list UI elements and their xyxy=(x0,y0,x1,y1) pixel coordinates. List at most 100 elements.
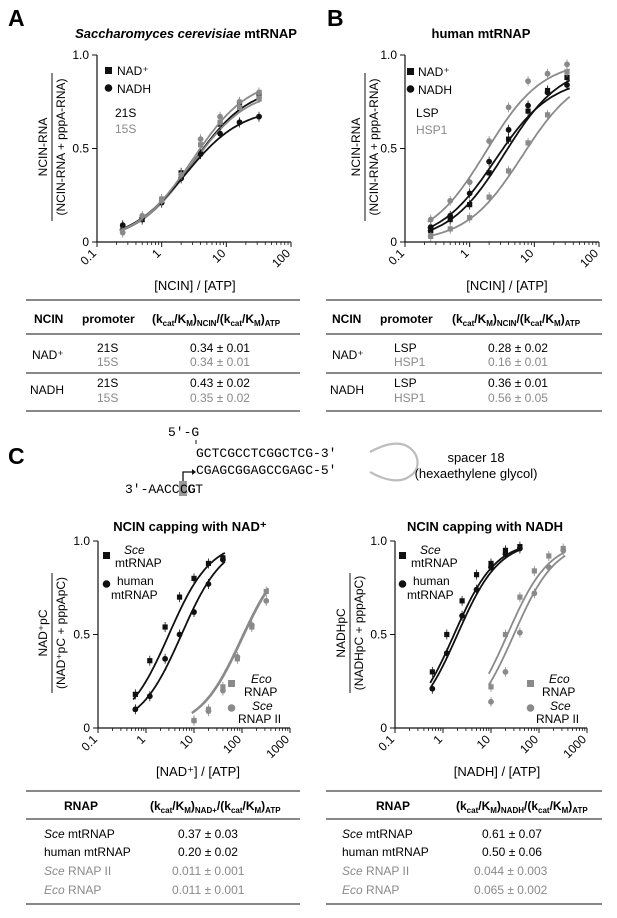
panel-a-ylabel: NCIN-RNA (NCIN-RNA + pppA-RNA) xyxy=(36,73,68,221)
x-tick-label: 1 xyxy=(149,246,164,261)
data-point-circle xyxy=(146,693,153,700)
panel-c-right-ylabel-den: (NADHpC + pppApC) xyxy=(352,576,366,690)
panel-c-right-title: NCIN capping with NADH xyxy=(407,519,563,534)
table-cell-rnap: Eco RNAP xyxy=(342,883,399,897)
panel-letter-c: C xyxy=(8,443,25,469)
data-point-circle xyxy=(466,190,473,197)
seq-top-strand: GCTCGCCTCGGCTCG-3' xyxy=(196,446,336,461)
data-point-circle xyxy=(447,212,454,219)
x-tick-label: 100 xyxy=(269,246,293,270)
legend-rnap-ii: RNAP II xyxy=(536,712,579,726)
table-cell-value: 0.36 ± 0.01 xyxy=(488,376,548,390)
data-point-circle xyxy=(488,564,494,571)
legend-sce: Sce xyxy=(124,543,145,557)
legend-circle-marker xyxy=(104,84,113,92)
legend-sce: Sce xyxy=(420,543,441,557)
fit-curve xyxy=(119,114,262,231)
data-point-circle xyxy=(191,717,197,724)
panel-b-table: NCIN promoter (kcat/KM)NCIN/(kcat/KM)ATP… xyxy=(326,299,602,412)
data-point-circle xyxy=(525,102,531,109)
data-point-square xyxy=(505,168,512,174)
data-point-square xyxy=(505,136,512,142)
x-tick-label: 1 xyxy=(457,246,472,261)
data-point-circle xyxy=(219,687,226,694)
panel-c-left-legend: Sce mtRNAP human mtRNAP Eco RNAP Sce RNA… xyxy=(102,543,281,726)
legend-square-marker xyxy=(228,680,235,687)
y-tick-label: 1.0 xyxy=(380,48,397,62)
table-cell-rnap: human mtRNAP xyxy=(342,845,429,859)
spacer-label-2: (hexaethylene glycol) xyxy=(415,466,538,481)
data-point-circle xyxy=(119,229,126,236)
data-point-circle xyxy=(429,685,436,692)
x-tick-label: 1000 xyxy=(263,732,292,761)
panel-b-ylabel-num: NCIN-RNA xyxy=(349,118,363,177)
fit-curve xyxy=(427,87,570,230)
y-tick-label: 0 xyxy=(83,721,90,735)
rnap-species: Sce xyxy=(342,864,363,878)
panel-c-left-table: RNAP (kcat/KM)NAD+/(kcat/KM)ATP Sce mtRN… xyxy=(26,790,300,905)
table-header-rnap: RNAP xyxy=(376,799,410,813)
data-point-circle xyxy=(516,545,523,552)
fit-curve xyxy=(191,589,269,715)
data-point-circle xyxy=(560,547,567,554)
transcription-start-arrow xyxy=(182,471,192,481)
panel-b-legend: NAD⁺ NADH LSP HSP1 xyxy=(406,65,452,137)
data-point-circle xyxy=(544,89,551,96)
panel-c-right-legend: Sce mtRNAP human mtRNAP Eco RNAP Sce RNA… xyxy=(398,543,579,726)
fit-curve xyxy=(488,551,566,675)
table-cell-value: 0.56 ± 0.05 xyxy=(488,391,548,405)
data-point-square xyxy=(564,74,570,81)
y-tick-label: 1.0 xyxy=(73,534,90,548)
seq-5prime-g: 5'-G xyxy=(168,425,199,440)
legend-circle-marker xyxy=(526,704,535,712)
x-tick-label: 10 xyxy=(177,732,197,752)
panel-c-left-plot: 0 0.5 1.0 0.1 1 10 100 1000 xyxy=(73,534,292,761)
data-point-square xyxy=(531,568,537,574)
table-header-promoter: promoter xyxy=(82,312,135,326)
spacer-loop xyxy=(369,442,419,482)
data-point-circle xyxy=(176,631,183,638)
spacer-label: spacer 18 xyxy=(447,450,504,465)
x-tick-label: 0.1 xyxy=(78,732,100,754)
data-point-circle xyxy=(158,197,165,204)
data-point-square xyxy=(544,112,551,118)
legend-nad: NAD⁺ xyxy=(117,64,149,78)
data-point-square xyxy=(197,142,204,148)
table-cell-rnap: Sce RNAP II xyxy=(342,864,409,878)
legend-mtrnap: mtRNAP xyxy=(111,588,158,602)
data-point-square xyxy=(428,233,434,239)
x-tick-label: 1000 xyxy=(560,732,589,761)
data-point-circle xyxy=(564,61,570,68)
table-cell-value: 0.34 ± 0.01 xyxy=(190,341,250,355)
legend-eco: Eco xyxy=(251,672,272,686)
y-tick-label: 0 xyxy=(390,235,397,249)
data-point-circle xyxy=(197,151,204,158)
fit-curve xyxy=(119,96,263,232)
y-tick-label: 0.5 xyxy=(370,628,387,642)
data-point-square xyxy=(467,215,473,221)
legend-square-marker xyxy=(527,680,534,687)
panel-a-ylabel-den: (NCIN-RNA + pppA-RNA) xyxy=(54,78,68,215)
x-tick-label: 1 xyxy=(430,732,445,747)
table-header-ratio: (kcat/KM)NCIN/(kcat/KM)ATP xyxy=(152,312,281,328)
panel-b-ylabel-den: (NCIN-RNA + pppA-RNA) xyxy=(367,78,381,215)
legend-mtrnap: mtRNAP xyxy=(115,556,162,570)
x-tick-label: 10 xyxy=(474,732,494,752)
data-point-circle xyxy=(217,113,223,120)
data-point-circle xyxy=(263,597,270,604)
data-point-circle xyxy=(132,706,139,713)
legend-lsp: LSP xyxy=(416,106,439,120)
panel-c-left-ylabel-num: NAD⁺pC xyxy=(36,609,50,656)
table-cell-rnap: Sce mtRNAP xyxy=(342,827,413,841)
rnap-name: RNAP xyxy=(363,883,400,897)
y-tick-label: 0.5 xyxy=(73,628,90,642)
panel-letter-a: A xyxy=(8,5,25,31)
data-point-circle xyxy=(544,70,551,77)
data-point-circle xyxy=(486,158,493,165)
data-point-square xyxy=(473,572,480,578)
legend-human: human xyxy=(117,574,154,588)
x-tick-label: 0.1 xyxy=(77,246,99,268)
legend-circle-marker xyxy=(406,85,415,93)
data-point-circle xyxy=(205,708,212,715)
